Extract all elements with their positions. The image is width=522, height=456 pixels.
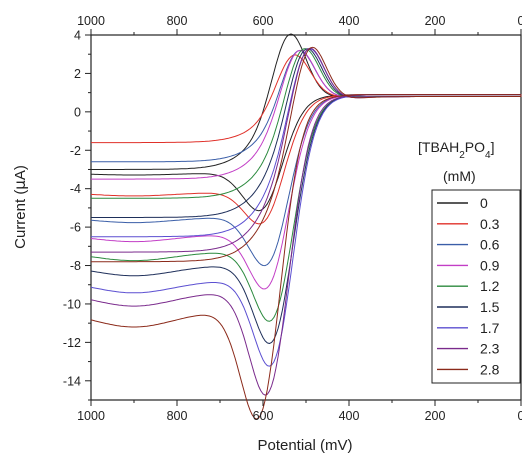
legend-label: 0 xyxy=(480,195,488,211)
bottom-axis: 1000 800 600 400 200 0 xyxy=(77,400,522,423)
x-tick-label: 400 xyxy=(339,409,360,423)
x-axis-label: Potential (mV) xyxy=(257,437,352,454)
y-tick-label: -14 xyxy=(63,374,81,388)
y-tick-label: -10 xyxy=(63,297,81,311)
legend-label: 2.8 xyxy=(480,361,500,377)
legend-title: [TBAH2PO4] xyxy=(418,139,494,161)
left-axis: 4 2 0 -2 -4 -6 -8 -10 -12 -14 xyxy=(63,29,91,401)
legend-items: 0 0.3 0.6 0.9 1.2 1.5 1.7 2.3 2.8 xyxy=(437,195,500,377)
top-tick-label: 400 xyxy=(339,14,360,28)
y-axis-label-suffix: A) xyxy=(12,165,29,180)
y-axis-label-mu: μ xyxy=(11,180,29,190)
top-axis: 1000 800 600 400 200 0 xyxy=(77,14,522,35)
legend-subtitle: (mM) xyxy=(443,168,476,184)
series-line-0 xyxy=(90,33,522,212)
top-tick-label: 1000 xyxy=(77,14,105,28)
top-tick-label: 600 xyxy=(253,14,274,28)
y-tick-label: 0 xyxy=(74,105,81,119)
top-tick-label: 200 xyxy=(425,14,446,28)
y-axis-label-prefix: Current ( xyxy=(12,190,29,249)
series-line-2-8 xyxy=(90,46,522,420)
legend-label: 0.6 xyxy=(480,237,500,253)
legend-label: 0.9 xyxy=(480,257,500,273)
top-tick-label: 800 xyxy=(167,14,188,28)
series-layer xyxy=(90,33,522,420)
x-tick-label: 200 xyxy=(425,409,446,423)
y-tick-label: -8 xyxy=(70,259,81,273)
legend-label: 1.7 xyxy=(480,320,500,336)
legend-title-c: ] xyxy=(491,139,495,155)
legend: [TBAH2PO4] (mM) 0 0.3 0.6 0.9 1.2 1.5 1.7 2.3 2.… xyxy=(418,139,521,384)
legend-label: 2.3 xyxy=(480,341,500,357)
y-tick-label: 4 xyxy=(74,29,81,43)
y-axis-label: Current (μA) xyxy=(11,165,29,249)
legend-title-a: [TBAH xyxy=(418,139,459,155)
x-tick-label: 1000 xyxy=(77,409,105,423)
x-tick-label: 0 xyxy=(518,409,522,423)
legend-title-b: PO xyxy=(465,139,485,155)
top-tick-label: 0 xyxy=(518,14,522,28)
y-tick-label: 2 xyxy=(74,67,81,81)
legend-title-sub-2: 2 xyxy=(459,150,465,161)
legend-label: 1.2 xyxy=(480,278,500,294)
y-tick-label: -12 xyxy=(63,336,81,350)
x-tick-label: 800 xyxy=(167,409,188,423)
legend-label: 1.5 xyxy=(480,299,500,315)
legend-title-sub-4: 4 xyxy=(485,150,491,161)
x-tick-label: 600 xyxy=(253,409,274,423)
y-tick-label: -4 xyxy=(70,182,81,196)
y-tick-label: -6 xyxy=(70,221,81,235)
legend-label: 0.3 xyxy=(480,216,500,232)
y-tick-label: -2 xyxy=(70,144,81,158)
